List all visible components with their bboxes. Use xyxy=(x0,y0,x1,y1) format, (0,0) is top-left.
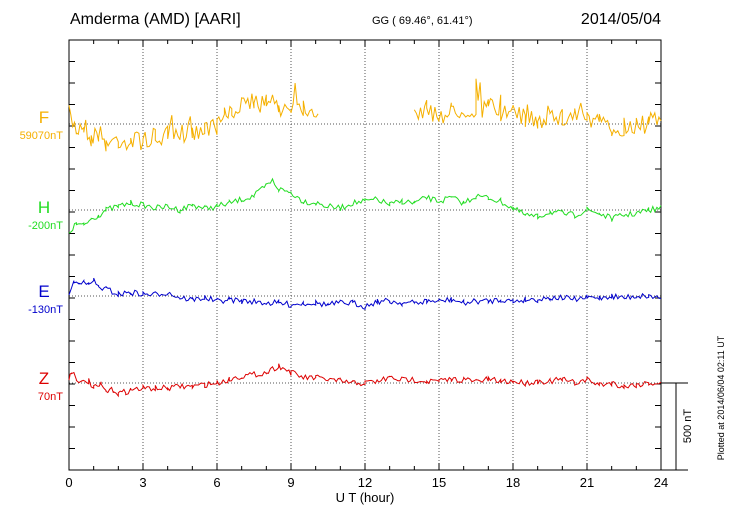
x-tick-label: 6 xyxy=(213,475,220,490)
series-baseline-z: 70nT xyxy=(38,391,63,403)
x-tick-labels: 0 3 6 9 12 15 18 21 24 xyxy=(65,475,668,490)
series-name-e: E xyxy=(38,282,49,301)
series-lines xyxy=(68,78,662,398)
x-tick-label: 24 xyxy=(654,475,668,490)
series-line-z xyxy=(68,363,662,398)
grid-lines xyxy=(69,40,661,470)
scale-bar-label: 500 nT xyxy=(682,409,694,444)
series-labels: F 59070nT H -200nT E -130nT Z 70nT xyxy=(20,108,64,403)
plotted-at-note: Plotted at 2014/06/04 02:11 UT xyxy=(716,335,726,460)
plot-frame xyxy=(68,39,662,471)
x-tick-label: 15 xyxy=(432,475,446,490)
plot-date: 2014/05/04 xyxy=(581,11,661,28)
x-axis-label: U T (hour) xyxy=(336,490,395,505)
x-tick-label: 21 xyxy=(580,475,594,490)
series-line-h xyxy=(68,177,662,234)
series-name-f: F xyxy=(39,108,49,127)
x-tick-label: 18 xyxy=(506,475,520,490)
series-line-e xyxy=(68,277,662,311)
series-name-h: H xyxy=(38,198,50,217)
series-baseline-e: -130nT xyxy=(28,304,63,316)
station-title: Amderma (AMD) [AARI] xyxy=(70,11,241,28)
x-tick-label: 9 xyxy=(287,475,294,490)
station-coords: GG ( 69.46°, 61.41°) xyxy=(372,15,473,27)
x-tick-label: 0 xyxy=(65,475,72,490)
series-baseline-f: 59070nT xyxy=(20,130,64,142)
series-name-z: Z xyxy=(39,369,49,388)
x-tick-label: 3 xyxy=(139,475,146,490)
series-baseline-h: -200nT xyxy=(28,220,63,232)
x-tick-label: 12 xyxy=(358,475,372,490)
series-line-f xyxy=(68,78,662,152)
scale-bar: 500 nT xyxy=(661,382,694,471)
x-ticks xyxy=(68,40,662,470)
